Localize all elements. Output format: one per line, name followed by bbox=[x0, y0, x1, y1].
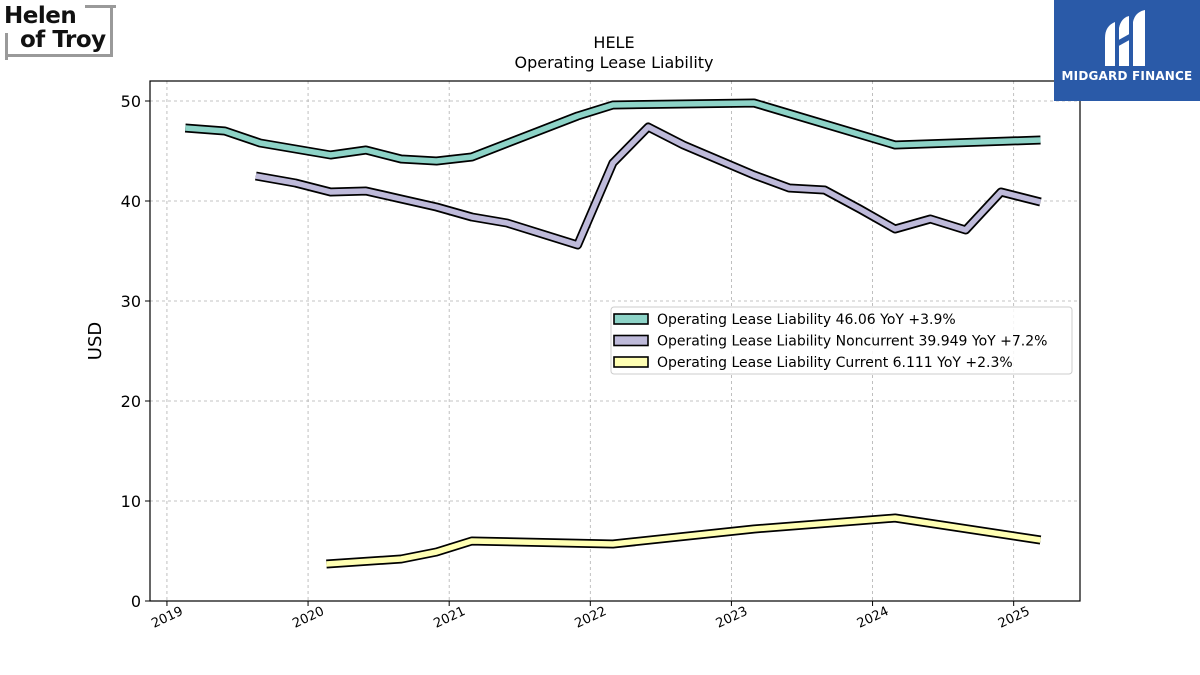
series-line-fill bbox=[255, 124, 1042, 248]
logo-frame-left bbox=[5, 33, 8, 60]
midgard-finance-logo: MIDGARD FINANCE bbox=[1054, 0, 1200, 101]
logo-frame-top bbox=[85, 5, 116, 8]
y-axis-label: USD bbox=[85, 322, 106, 360]
y-tick-label: 50 bbox=[121, 92, 141, 111]
x-tick-label: 2019 bbox=[149, 604, 185, 632]
x-tick-label: 2020 bbox=[290, 604, 326, 632]
series-line bbox=[184, 98, 1041, 166]
x-tick-label: 2023 bbox=[714, 604, 750, 632]
legend-swatch bbox=[613, 334, 649, 347]
legend-entry: Operating Lease Liability 46.06 YoY +3.9… bbox=[657, 312, 956, 328]
legend-entry: Operating Lease Liability Current 6.111 … bbox=[657, 355, 1013, 371]
legend-box bbox=[610, 306, 1073, 375]
plot-frame bbox=[149, 80, 1081, 602]
series-layer bbox=[184, 98, 1042, 569]
series-line-fill bbox=[326, 515, 1041, 567]
y-tick-label: 0 bbox=[131, 592, 141, 611]
series-line-fill bbox=[185, 100, 1041, 164]
series-line bbox=[326, 513, 1042, 569]
logo-text-line2: of Troy bbox=[20, 27, 106, 53]
legend: Operating Lease Liability 46.06 YoY +3.9… bbox=[610, 306, 1073, 375]
x-tick-label: 2024 bbox=[855, 604, 891, 632]
x-tick-label: 2021 bbox=[432, 604, 468, 632]
legend-swatch bbox=[613, 313, 649, 325]
midgard-brand-text: MIDGARD FINANCE bbox=[1061, 69, 1193, 83]
logo-text-line1: Helen bbox=[4, 3, 77, 29]
chart-ticker: HELE bbox=[593, 33, 634, 52]
y-tick-label: 30 bbox=[121, 292, 141, 311]
x-tick-label: 2022 bbox=[573, 604, 609, 632]
x-tick-label: 2025 bbox=[996, 604, 1032, 632]
series-line bbox=[255, 122, 1042, 250]
legend-entry: Operating Lease Liability Noncurrent 39.… bbox=[657, 334, 1047, 350]
legend-swatch bbox=[613, 356, 649, 368]
helen-of-troy-logo: Helen of Troy bbox=[4, 3, 116, 60]
y-tick-label: 40 bbox=[121, 192, 141, 211]
midgard-m-icon bbox=[1105, 10, 1145, 66]
y-tick-label: 20 bbox=[121, 392, 141, 411]
chart-title: Operating Lease Liability bbox=[514, 53, 713, 72]
y-tick-label: 10 bbox=[121, 492, 141, 511]
